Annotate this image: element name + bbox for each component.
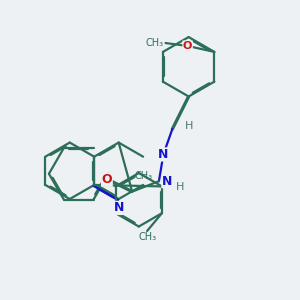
Text: N: N xyxy=(158,148,169,161)
Text: H: H xyxy=(184,121,193,131)
Text: N: N xyxy=(162,175,172,188)
Text: O: O xyxy=(102,173,112,186)
Text: O: O xyxy=(183,41,192,51)
Text: CH₃: CH₃ xyxy=(135,171,153,181)
Text: H: H xyxy=(176,182,184,192)
Text: CH₃: CH₃ xyxy=(138,232,156,242)
Text: CH₃: CH₃ xyxy=(146,38,164,48)
Text: N: N xyxy=(113,201,124,214)
